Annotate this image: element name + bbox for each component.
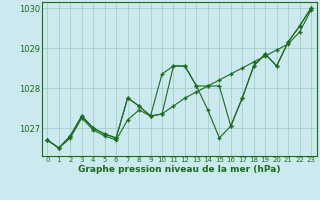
- X-axis label: Graphe pression niveau de la mer (hPa): Graphe pression niveau de la mer (hPa): [78, 165, 280, 174]
